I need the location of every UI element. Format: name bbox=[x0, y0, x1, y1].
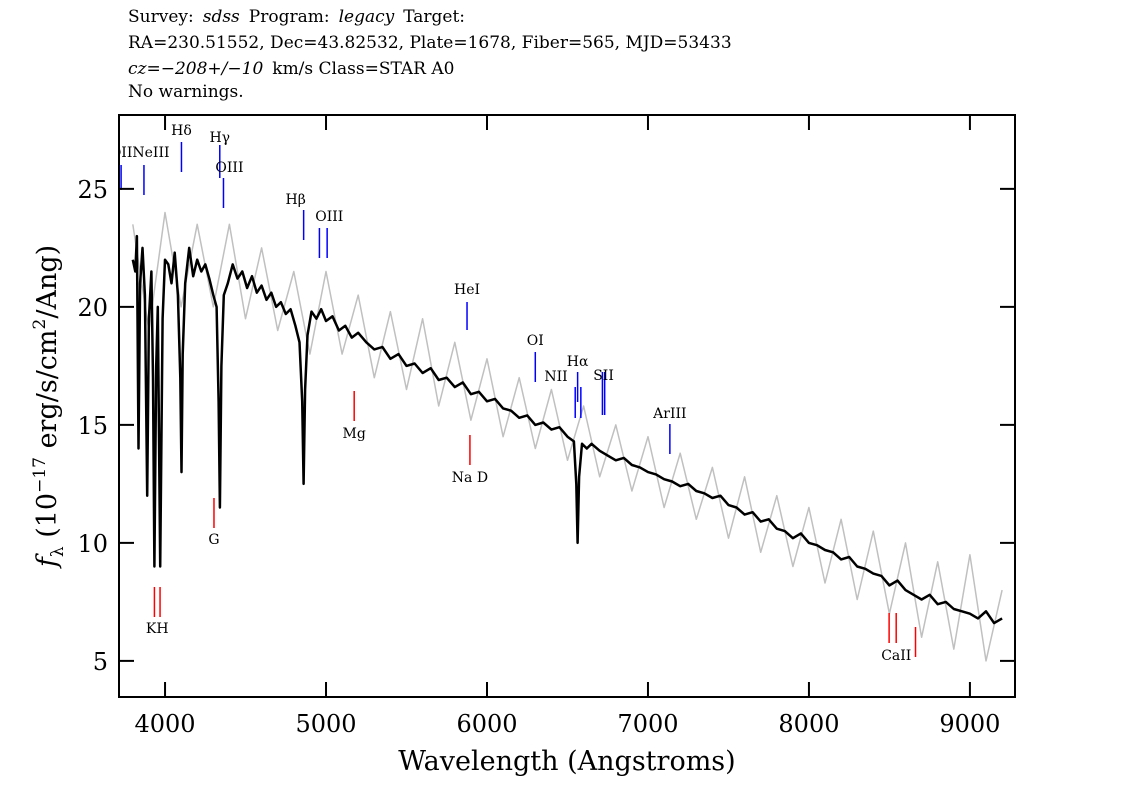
x-tick-label: 7000 bbox=[617, 710, 678, 738]
header-text: Program: bbox=[249, 7, 330, 27]
x-axis-label: Wavelength (Angstroms) bbox=[398, 746, 735, 777]
x-tick-label: 5000 bbox=[295, 710, 356, 738]
y-label-text: erg/s/cm bbox=[32, 329, 63, 457]
header-text: Target: bbox=[403, 7, 465, 27]
labels: Survey: sdss Program: legacy Target: RA=230.5… bbox=[30, 7, 1015, 777]
x-tick-label: 8000 bbox=[778, 710, 839, 738]
line-label: CaII bbox=[881, 648, 911, 664]
line-label: HeI bbox=[454, 282, 480, 298]
y-label-text: f bbox=[32, 553, 63, 569]
y-label-text: (10 bbox=[32, 493, 63, 546]
line-label: Hβ bbox=[285, 192, 305, 208]
line-label: NII bbox=[544, 369, 567, 385]
line-label: NeIII bbox=[132, 145, 169, 161]
x-tick-label: 6000 bbox=[456, 710, 517, 738]
header-text: Survey: bbox=[128, 7, 194, 27]
line-label: Hδ bbox=[171, 123, 192, 139]
line-label: KH bbox=[146, 621, 169, 637]
x-tick-label: 4000 bbox=[135, 710, 196, 738]
line-label: OIII bbox=[315, 209, 343, 225]
header-text: RA=230.51552, Dec=43.82532, Plate=1678, … bbox=[128, 33, 732, 53]
line-label: Hα bbox=[567, 354, 589, 370]
y-tick-label: 10 bbox=[77, 530, 108, 558]
header-line: No warnings. bbox=[128, 82, 244, 102]
header-line: RA=230.51552, Dec=43.82532, Plate=1678, … bbox=[128, 33, 732, 53]
line-label: G bbox=[208, 532, 219, 548]
header-text: sdss bbox=[203, 7, 240, 27]
y-label-text: 2 bbox=[30, 319, 50, 330]
spectrum-line bbox=[131, 234, 1003, 625]
header-text: km/s Class=STAR A0 bbox=[272, 59, 454, 79]
y-tick-label: 25 bbox=[77, 176, 108, 204]
line-label: OIII bbox=[215, 160, 243, 176]
line-label: Na D bbox=[452, 470, 488, 486]
line-label: SII bbox=[593, 368, 614, 384]
plot-frame bbox=[118, 114, 1016, 698]
y-axis-label: fλ (10−17 erg/s/cm2/Ang) bbox=[30, 245, 68, 569]
x-tick-label: 9000 bbox=[939, 710, 1000, 738]
y-label-text: −17 bbox=[30, 457, 50, 493]
header-line: Survey: sdss Program: legacy Target: bbox=[128, 7, 465, 27]
line-label: OII bbox=[110, 145, 133, 161]
header-line: cz=−208+/−10 km/s Class=STAR A0 bbox=[128, 59, 454, 79]
header-text: legacy bbox=[339, 7, 395, 27]
y-tick-label: 5 bbox=[93, 648, 108, 676]
line-label: OI bbox=[527, 333, 544, 349]
header-text: cz=−208+/−10 bbox=[128, 59, 263, 79]
y-tick-label: 20 bbox=[77, 294, 108, 322]
line-label: Mg bbox=[343, 426, 366, 442]
header-text: No warnings. bbox=[128, 82, 244, 102]
y-label-text: λ bbox=[48, 546, 68, 557]
y-label-text: /Ang) bbox=[32, 245, 63, 319]
y-tick-label: 15 bbox=[77, 412, 108, 440]
line-label: ArIII bbox=[652, 406, 686, 422]
noise-line bbox=[132, 211, 1003, 662]
line-label: Hγ bbox=[209, 130, 230, 146]
